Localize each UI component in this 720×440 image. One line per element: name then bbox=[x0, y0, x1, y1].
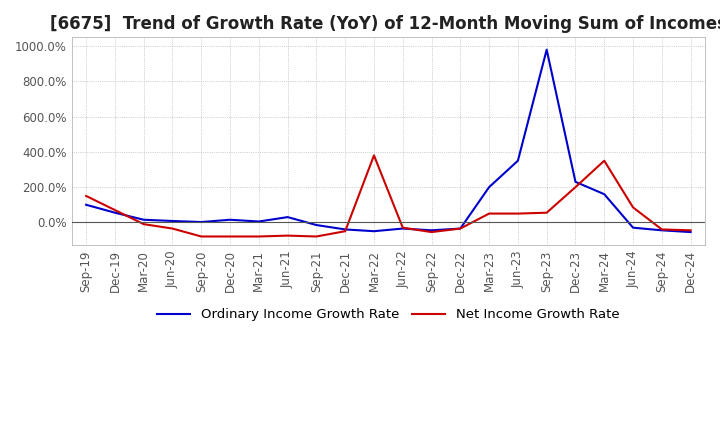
Net Income Growth Rate bbox=[226, 234, 235, 239]
Net Income Growth Rate bbox=[542, 210, 551, 215]
Net Income Growth Rate bbox=[369, 153, 378, 158]
Ordinary Income Growth Rate bbox=[197, 220, 206, 225]
Ordinary Income Growth Rate bbox=[629, 225, 637, 230]
Ordinary Income Growth Rate bbox=[254, 219, 263, 224]
Ordinary Income Growth Rate bbox=[513, 158, 522, 163]
Ordinary Income Growth Rate bbox=[485, 184, 493, 190]
Net Income Growth Rate bbox=[427, 229, 436, 235]
Net Income Growth Rate bbox=[398, 225, 407, 230]
Net Income Growth Rate bbox=[283, 233, 292, 238]
Legend: Ordinary Income Growth Rate, Net Income Growth Rate: Ordinary Income Growth Rate, Net Income … bbox=[152, 302, 625, 326]
Ordinary Income Growth Rate bbox=[571, 179, 580, 184]
Ordinary Income Growth Rate bbox=[283, 214, 292, 220]
Ordinary Income Growth Rate bbox=[657, 227, 666, 233]
Net Income Growth Rate bbox=[254, 234, 263, 239]
Ordinary Income Growth Rate bbox=[82, 202, 91, 207]
Net Income Growth Rate bbox=[686, 227, 695, 233]
Net Income Growth Rate bbox=[197, 234, 206, 239]
Ordinary Income Growth Rate bbox=[168, 218, 177, 224]
Ordinary Income Growth Rate bbox=[542, 47, 551, 52]
Net Income Growth Rate bbox=[140, 221, 148, 227]
Net Income Growth Rate bbox=[629, 205, 637, 210]
Ordinary Income Growth Rate bbox=[312, 222, 320, 227]
Ordinary Income Growth Rate bbox=[600, 191, 608, 197]
Ordinary Income Growth Rate bbox=[140, 217, 148, 222]
Net Income Growth Rate bbox=[600, 158, 608, 163]
Ordinary Income Growth Rate bbox=[686, 229, 695, 235]
Net Income Growth Rate bbox=[111, 207, 120, 213]
Ordinary Income Growth Rate bbox=[369, 228, 378, 234]
Net Income Growth Rate bbox=[571, 184, 580, 190]
Net Income Growth Rate bbox=[657, 227, 666, 232]
Net Income Growth Rate bbox=[312, 234, 320, 239]
Net Income Growth Rate bbox=[168, 226, 177, 231]
Line: Ordinary Income Growth Rate: Ordinary Income Growth Rate bbox=[86, 50, 690, 232]
Title: [6675]  Trend of Growth Rate (YoY) of 12-Month Moving Sum of Incomes: [6675] Trend of Growth Rate (YoY) of 12-… bbox=[50, 15, 720, 33]
Net Income Growth Rate bbox=[513, 211, 522, 216]
Ordinary Income Growth Rate bbox=[226, 217, 235, 222]
Net Income Growth Rate bbox=[341, 228, 349, 234]
Net Income Growth Rate bbox=[456, 226, 464, 231]
Ordinary Income Growth Rate bbox=[111, 210, 120, 215]
Line: Net Income Growth Rate: Net Income Growth Rate bbox=[86, 155, 690, 236]
Net Income Growth Rate bbox=[485, 211, 493, 216]
Ordinary Income Growth Rate bbox=[456, 226, 464, 231]
Ordinary Income Growth Rate bbox=[398, 226, 407, 231]
Ordinary Income Growth Rate bbox=[341, 227, 349, 232]
Ordinary Income Growth Rate bbox=[427, 227, 436, 233]
Net Income Growth Rate bbox=[82, 193, 91, 198]
